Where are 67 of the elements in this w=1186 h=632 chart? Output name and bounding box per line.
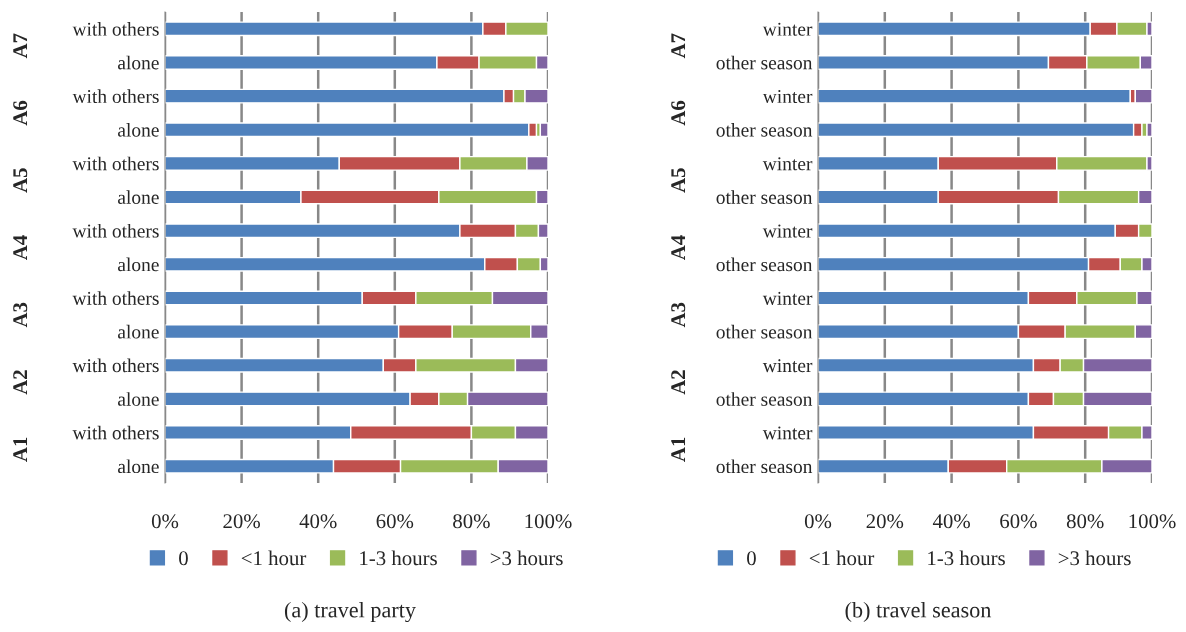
text: A2 bbox=[671, 370, 686, 395]
legend-label: 0 bbox=[747, 551, 756, 566]
y-tick-label: with others bbox=[72, 223, 159, 238]
x-tick-label: 40% bbox=[932, 514, 970, 529]
text: (b) travel season bbox=[845, 601, 992, 623]
text: A4 bbox=[13, 235, 28, 261]
bar bbox=[1134, 88, 1152, 104]
x-tick-label: 20% bbox=[223, 514, 260, 529]
x-tick-label: 60% bbox=[376, 514, 414, 529]
y-tick-label: other season bbox=[716, 123, 813, 137]
y-tick-label: other season bbox=[716, 190, 813, 204]
y-tick-label: winter bbox=[762, 22, 813, 36]
text: A3 bbox=[671, 302, 686, 328]
x-tick-label: 0% bbox=[804, 514, 832, 529]
y-tick-label: with others bbox=[72, 89, 159, 104]
y-tick-label: alone bbox=[118, 190, 159, 204]
legend-label: >3 hours bbox=[490, 550, 563, 566]
y-tick-label: winter bbox=[762, 157, 813, 171]
text: A6 bbox=[671, 100, 686, 126]
x-tick-label: 80% bbox=[453, 514, 490, 529]
text: A4 bbox=[671, 235, 686, 261]
legend-label: 1-3 hours bbox=[928, 550, 1005, 566]
y-tick-label: with others bbox=[72, 22, 159, 36]
x-tick-label: 40% bbox=[299, 514, 337, 529]
bar bbox=[539, 122, 548, 138]
legend-label: <1 hour bbox=[809, 550, 875, 566]
text: A5 bbox=[671, 168, 686, 193]
text: A1 bbox=[671, 437, 686, 462]
y-tick-label: winter bbox=[762, 426, 813, 440]
y-tick-label: other season bbox=[716, 324, 813, 339]
legend-label: <1 hour bbox=[241, 550, 307, 566]
legend-label: 0 bbox=[179, 551, 188, 566]
y-tick-label: alone bbox=[118, 459, 159, 474]
text: A3 bbox=[13, 302, 28, 328]
y-tick-label: alone bbox=[118, 55, 159, 70]
x-tick-label: 80% bbox=[1066, 514, 1104, 529]
x-tick-label: 100% bbox=[1129, 514, 1176, 529]
y-tick-label: with others bbox=[72, 291, 159, 305]
text: A6 bbox=[13, 100, 28, 126]
x-tick-label: 0% bbox=[151, 514, 179, 529]
y-tick-label: with others bbox=[72, 358, 159, 373]
x-tick-label: 20% bbox=[866, 514, 904, 529]
y-tick-label: alone bbox=[118, 257, 159, 272]
y-tick-label: with others bbox=[72, 425, 159, 440]
y-tick-label: winter bbox=[762, 291, 813, 305]
y-tick-label: winter bbox=[762, 224, 813, 238]
x-tick-label: 60% bbox=[1000, 514, 1037, 529]
y-tick-label: alone bbox=[118, 324, 159, 339]
y-tick-label: other season bbox=[716, 257, 813, 272]
text: A2 bbox=[13, 370, 28, 395]
x-tick-label: 100% bbox=[525, 514, 572, 529]
text: A7 bbox=[671, 33, 686, 59]
bar bbox=[818, 88, 1131, 104]
legend-label: >3 hours bbox=[1058, 550, 1131, 566]
text: (a) travel party bbox=[284, 601, 416, 623]
text: A1 bbox=[13, 437, 28, 462]
y-tick-label: alone bbox=[118, 123, 159, 137]
text: A5 bbox=[13, 168, 28, 193]
y-tick-label: other season bbox=[716, 55, 813, 70]
y-tick-label: winter bbox=[762, 89, 813, 104]
y-tick-label: other season bbox=[716, 392, 813, 406]
y-tick-label: alone bbox=[118, 392, 159, 406]
text: A7 bbox=[13, 33, 28, 59]
legend-label: 1-3 hours bbox=[360, 550, 437, 566]
y-tick-label: other season bbox=[716, 459, 813, 474]
y-tick-label: with others bbox=[72, 156, 159, 171]
y-tick-label: winter bbox=[762, 359, 813, 373]
